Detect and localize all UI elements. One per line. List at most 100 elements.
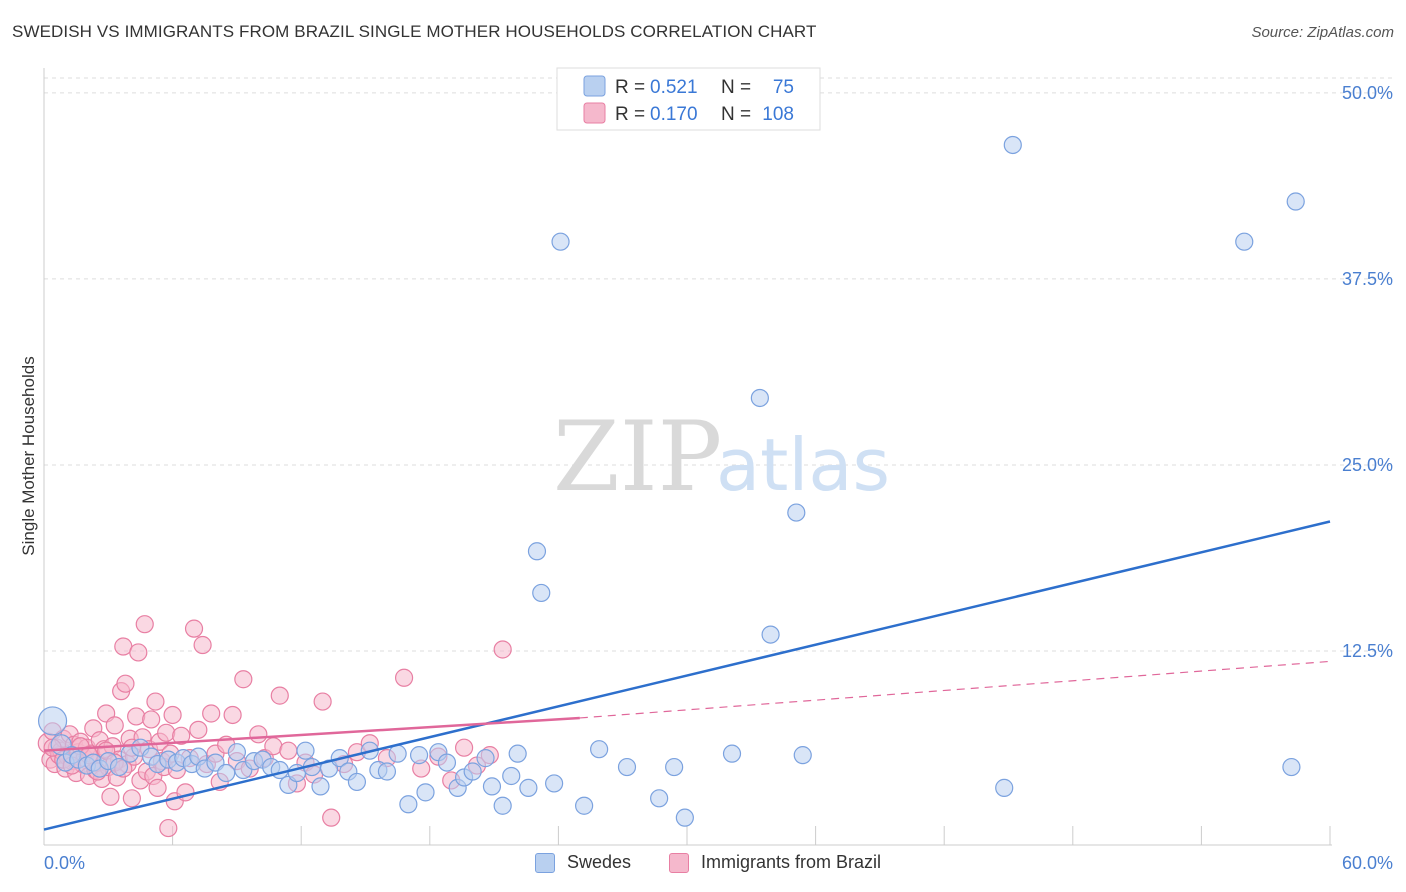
brazil-point (146, 692, 165, 711)
brazil-point (202, 704, 221, 723)
swedes-point (409, 746, 429, 765)
swedes-point (476, 749, 495, 768)
brazil-point (142, 710, 161, 729)
brazil-point (105, 716, 124, 735)
brazil-point (135, 615, 154, 634)
brazil-trend-extension (579, 660, 1331, 719)
swedes-point (437, 753, 457, 772)
swedes-point (519, 778, 538, 797)
brazil-point (493, 640, 512, 659)
legend-item-swedes: Swedes (535, 852, 631, 873)
brazil-point (313, 692, 332, 711)
x-axis-ticks (172, 826, 1331, 845)
swedes-point (416, 783, 435, 802)
swedes-point (1235, 232, 1254, 251)
legend-r-value-swedes: 0.521 (650, 77, 698, 98)
brazil-point (193, 635, 212, 655)
swedes-point (493, 796, 512, 815)
brazil-point (148, 778, 167, 797)
brazil-point (157, 723, 176, 742)
brazil-point (163, 705, 182, 725)
y-tick-label: 37.5% (1342, 269, 1393, 289)
legend-top: R = 0.521 N = 75 R = 0.170 N = 108 (556, 67, 821, 131)
swedes-point (388, 744, 407, 763)
legend-n-label-swedes: N = (721, 77, 751, 98)
legend-n-value-swedes: 75 (773, 77, 794, 98)
brazil-point (322, 808, 341, 827)
swedes-point (311, 777, 330, 796)
swedes-point (502, 766, 521, 786)
swedes-point (722, 744, 742, 763)
swedes-point (296, 741, 315, 760)
swedes-point (482, 777, 502, 796)
swedes-point (617, 757, 637, 777)
swedes-point (675, 808, 694, 827)
legend-label-swedes: Swedes (567, 852, 632, 872)
chart-title: SWEDISH VS IMMIGRANTS FROM BRAZIL SINGLE… (12, 22, 817, 41)
x-min-label: 0.0% (44, 853, 85, 873)
brazil-point (101, 787, 120, 806)
brazil-point (394, 668, 414, 687)
brazil-point (116, 674, 135, 693)
legend-n-value-brazil: 108 (762, 104, 794, 125)
swedes-point (347, 772, 367, 792)
brazil-point (454, 738, 474, 757)
brazil-trend-line (43, 716, 580, 752)
swedes-points (37, 135, 1305, 827)
watermark-zip: ZIP (553, 401, 722, 513)
legend-r-label-brazil: R = (615, 104, 645, 125)
brazil-point (122, 789, 141, 808)
swedes-point (575, 796, 594, 815)
brazil-swatch (669, 852, 689, 873)
swedes-point (109, 757, 129, 777)
swedes-swatch (535, 852, 555, 873)
legend-bottom: Swedes Immigrants from Brazil (0, 848, 1406, 882)
swedes-point (227, 743, 246, 762)
swedes-point (787, 503, 806, 522)
brazil-point (172, 726, 191, 745)
brazil-point (189, 720, 208, 739)
swedes-point (399, 795, 418, 814)
y-tick-label: 50.0% (1342, 83, 1393, 103)
swedes-point (750, 388, 769, 408)
brazil-point (223, 705, 242, 725)
x-max-label: 60.0% (1342, 853, 1393, 873)
swedes-point (793, 746, 812, 765)
brazil-point (159, 818, 178, 838)
gridlines (44, 77, 1393, 652)
swedes-point (665, 757, 684, 777)
brazil-point (129, 643, 148, 662)
y-tick-labels: 12.5% 25.0% 37.5% 50.0% (1342, 83, 1393, 661)
swedes-point (1286, 192, 1305, 211)
swedes-point (37, 706, 68, 736)
swedes-point (377, 762, 397, 781)
swedes-point (508, 744, 527, 763)
y-tick-label: 12.5% (1342, 641, 1393, 661)
legend-item-brazil: Immigrants from Brazil (669, 852, 881, 873)
brazil-point (127, 707, 146, 726)
swedes-point (761, 625, 780, 644)
brazil-point (270, 686, 289, 705)
swedes-point (532, 583, 551, 603)
swedes-point (463, 762, 482, 781)
brazil-point (279, 741, 298, 760)
source-label: Source: ZipAtlas.com (1251, 24, 1394, 41)
swedes-point (545, 774, 564, 793)
brazil-point (234, 670, 253, 689)
swedes-trend-line (43, 520, 1331, 831)
swedes-point (1282, 757, 1301, 777)
y-tick-label: 25.0% (1342, 455, 1393, 475)
swedes-point (590, 740, 609, 759)
swedes-point (270, 760, 289, 780)
brazil-point (249, 725, 268, 744)
swedes-point (650, 789, 669, 808)
brazil-point (184, 619, 204, 638)
watermark: ZIP atlas (553, 401, 890, 513)
legend-swatch-swedes (583, 75, 606, 97)
legend-label-brazil: Immigrants from Brazil (701, 852, 882, 872)
watermark-atlas: atlas (716, 423, 890, 507)
swedes-point (217, 763, 236, 783)
trend-lines (43, 520, 1331, 831)
swedes-point (1003, 135, 1022, 155)
